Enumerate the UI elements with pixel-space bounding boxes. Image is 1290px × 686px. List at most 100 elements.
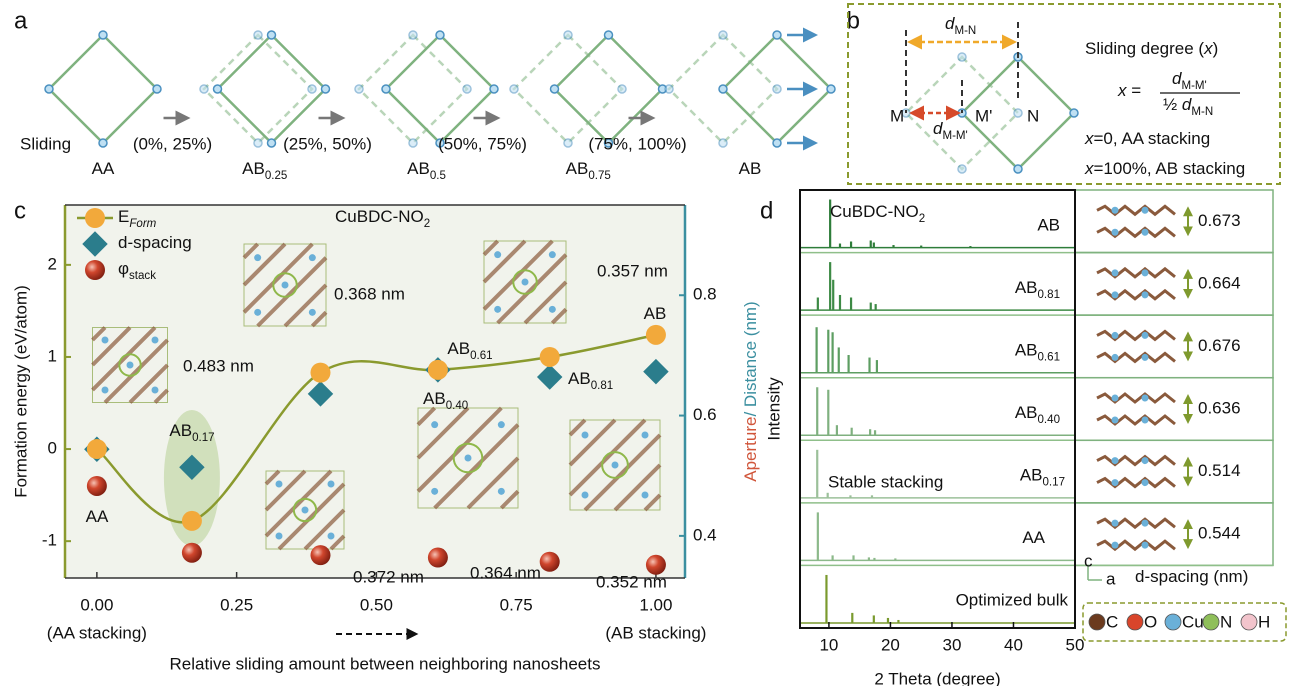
stage-label-part: 0.75 — [588, 170, 610, 182]
heading: Sliding degree (x) — [1085, 39, 1218, 58]
legend-label-part: d-spacing — [118, 233, 192, 252]
stage-label: AB — [739, 159, 762, 178]
point-label: N — [1027, 106, 1039, 125]
layer-chain — [1097, 206, 1175, 214]
range-label: (50%, 75%) — [438, 134, 527, 153]
point-label-part: 0.81 — [591, 380, 613, 392]
value-label: 0.368 nm — [334, 284, 405, 303]
x-tick-label: 40 — [1004, 635, 1023, 654]
legend-label-part: φ — [118, 259, 129, 278]
formula-lhs-part: = — [1127, 81, 1142, 100]
structure-cell — [1075, 253, 1273, 316]
cu-node — [254, 309, 261, 316]
d-spacing-value: 0.676 — [1198, 336, 1241, 355]
case-text: x=0, AA stacking — [1084, 129, 1210, 148]
legend-label: d-spacing — [118, 233, 192, 252]
layer-chain — [1097, 479, 1175, 487]
pattern-label: Optimized bulk — [956, 591, 1069, 610]
d-spacing-value: 0.636 — [1198, 398, 1241, 417]
x-tick-label: 1.00 — [639, 595, 672, 614]
aperture-point — [310, 545, 330, 565]
legend-label-part: E — [118, 207, 129, 226]
sliding-label: Sliding — [20, 134, 71, 153]
node — [268, 31, 276, 39]
legend-label-part: Form — [129, 218, 156, 230]
layer-chain — [1097, 416, 1175, 424]
axis-glyph-label: c — [1084, 551, 1093, 570]
energy-point — [540, 347, 560, 367]
x-tick-label: 0.00 — [80, 595, 113, 614]
stage-label-part: AB — [242, 159, 265, 178]
cu-node — [494, 306, 501, 313]
cu-node — [282, 282, 289, 289]
cu-node — [1112, 332, 1119, 339]
chart-title-part: 2 — [919, 213, 925, 225]
stage-label-part: AB — [566, 159, 589, 178]
energy-point — [646, 325, 666, 345]
atom-label: Cu — [1182, 612, 1204, 631]
pattern-label-part: 0.61 — [1038, 351, 1060, 363]
point-label: AB — [644, 304, 667, 323]
formula-den: ½ dM-N — [1163, 95, 1213, 118]
point-label-part: AB — [423, 389, 446, 408]
pattern-label: AB0.17 — [1020, 466, 1065, 489]
cu-node — [1142, 520, 1149, 527]
heading-part: Sliding degree ( — [1085, 39, 1204, 58]
cu-node — [1142, 542, 1149, 549]
node — [719, 85, 727, 93]
structure-cell — [1075, 190, 1273, 253]
node — [719, 31, 727, 39]
atom-label: N — [1220, 612, 1232, 631]
energy-point — [428, 360, 448, 380]
node — [153, 85, 161, 93]
node — [773, 139, 781, 147]
formula-lhs: x = — [1117, 81, 1141, 100]
stage-label: AB0.25 — [242, 159, 287, 182]
y2-tick-label: 0.4 — [693, 525, 717, 544]
node — [436, 31, 444, 39]
pattern-label-part: AB — [1037, 216, 1060, 235]
atom-swatch — [1127, 614, 1143, 630]
cu-node — [498, 488, 505, 495]
cu-node — [582, 432, 589, 439]
node — [564, 31, 572, 39]
cu-node — [152, 387, 159, 394]
node — [564, 139, 572, 147]
cu-node — [1112, 291, 1119, 298]
layer-chain — [1097, 228, 1175, 236]
atom-swatch — [1089, 614, 1105, 630]
d-spacing-value: 0.514 — [1198, 461, 1241, 480]
y-tick-label: 0 — [48, 439, 57, 458]
stage-label: AA — [92, 159, 115, 178]
pattern-label-part: AB — [1015, 278, 1038, 297]
cu-node — [127, 362, 134, 369]
structure-cell — [1075, 503, 1273, 566]
formula-num-part: M-M' — [1181, 80, 1206, 92]
stage-label-part: AB — [739, 159, 762, 178]
cu-node — [1142, 291, 1149, 298]
cu-node — [302, 507, 309, 514]
chart-title: CuBDC-NO2 — [830, 202, 925, 225]
x-tick-label: 50 — [1066, 635, 1085, 654]
cu-node — [1142, 395, 1149, 402]
point-label-part: AB — [169, 421, 192, 440]
energy-point — [310, 363, 330, 383]
y2-tick-label: 0.8 — [693, 285, 717, 304]
lattice-diamond — [555, 35, 663, 143]
legend-label-part: stack — [129, 270, 156, 282]
heading-part: x — [1203, 39, 1213, 58]
pattern-label-part: AB — [1015, 403, 1038, 422]
cu-node — [582, 492, 589, 499]
cu-node — [1142, 354, 1149, 361]
pattern-label: AA — [1022, 529, 1045, 548]
case-text-part: =0, AA stacking — [1094, 129, 1211, 148]
structure-cell — [1075, 315, 1273, 378]
structure-cell — [1075, 440, 1273, 503]
cu-node — [612, 462, 619, 469]
node — [551, 85, 559, 93]
pattern-label-part: 0.81 — [1038, 289, 1060, 301]
node — [99, 31, 107, 39]
cu-node — [549, 251, 556, 258]
layer-chain — [1097, 291, 1175, 299]
chart-title-part: CuBDC-NO — [830, 202, 919, 221]
